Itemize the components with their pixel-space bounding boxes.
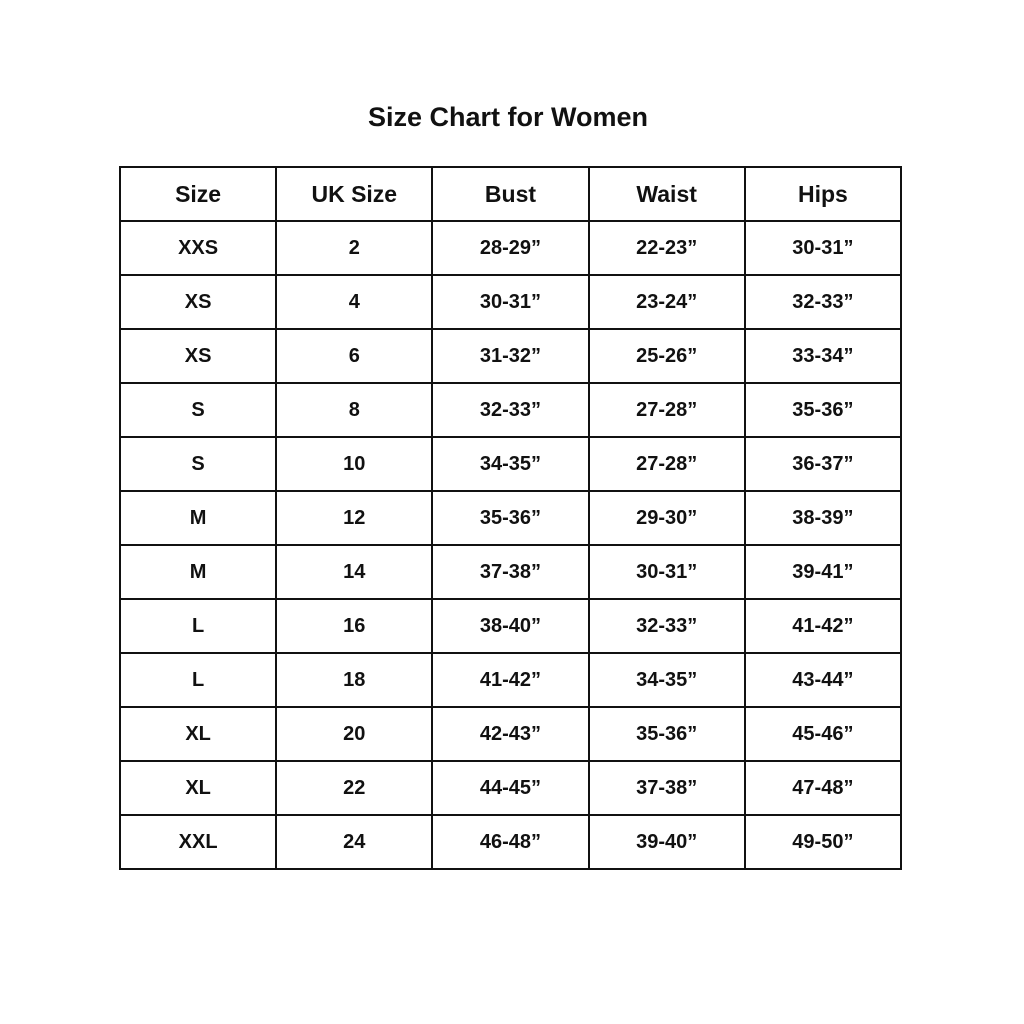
table-cell: 43-44” [743, 652, 903, 708]
column-header: Size [118, 166, 278, 222]
table-cell: XS [118, 328, 278, 384]
table-cell: 36-37” [743, 436, 903, 492]
table-row: XS 6 31-32” 25-26” 33-34” [118, 328, 903, 384]
table-header: Size UK Size Bust Waist Hips [118, 166, 903, 222]
table-cell: 16 [275, 598, 434, 654]
table-cell: XXL [118, 814, 278, 870]
table-cell: 22-23” [587, 220, 746, 276]
table-cell: 31-32” [431, 328, 590, 384]
table-row: L 16 38-40” 32-33” 41-42” [118, 598, 903, 654]
column-header: Bust [431, 166, 590, 222]
table-row: XXL 24 46-48” 39-40” 49-50” [118, 814, 903, 870]
table-cell: 34-35” [587, 652, 746, 708]
size-chart-table: Size UK Size Bust Waist Hips XXS 2 28-29” 22-23… [118, 166, 903, 870]
table-cell: S [118, 382, 278, 438]
table-row: M 12 35-36” 29-30” 38-39” [118, 490, 903, 546]
table-cell: 18 [275, 652, 434, 708]
table-row: XS 4 30-31” 23-24” 32-33” [118, 274, 903, 330]
table-cell: 37-38” [431, 544, 590, 600]
table-cell: 24 [275, 814, 434, 870]
table-cell: 10 [275, 436, 434, 492]
table-row: S 10 34-35” 27-28” 36-37” [118, 436, 903, 492]
table-cell: 27-28” [587, 436, 746, 492]
table-cell: XL [118, 706, 278, 762]
table-cell: 30-31” [431, 274, 590, 330]
table-cell: L [118, 598, 278, 654]
table-body: XXS 2 28-29” 22-23” 30-31” XS 4 30-31” 23-24” 32-… [118, 220, 903, 870]
table-cell: 20 [275, 706, 434, 762]
table-cell: 28-29” [431, 220, 590, 276]
table-cell: 6 [275, 328, 434, 384]
table-cell: 8 [275, 382, 434, 438]
table-cell: 39-41” [743, 544, 903, 600]
table-cell: 37-38” [587, 760, 746, 816]
table-cell: 42-43” [431, 706, 590, 762]
table-cell: 27-28” [587, 382, 746, 438]
table-cell: XXS [118, 220, 278, 276]
table-cell: 35-36” [743, 382, 903, 438]
table-row: S 8 32-33” 27-28” 35-36” [118, 382, 903, 438]
table-cell: 33-34” [743, 328, 903, 384]
table-cell: 14 [275, 544, 434, 600]
table-cell: 38-40” [431, 598, 590, 654]
table-cell: S [118, 436, 278, 492]
table-row: XL 20 42-43” 35-36” 45-46” [118, 706, 903, 762]
table-cell: 45-46” [743, 706, 903, 762]
table-row: L 18 41-42” 34-35” 43-44” [118, 652, 903, 708]
table-cell: M [118, 544, 278, 600]
table-cell: 35-36” [431, 490, 590, 546]
page-title: Size Chart for Women [367, 102, 649, 132]
table-row: M 14 37-38” 30-31” 39-41” [118, 544, 903, 600]
table-row: XXS 2 28-29” 22-23” 30-31” [118, 220, 903, 276]
table-cell: 2 [275, 220, 434, 276]
table-cell: 32-33” [743, 274, 903, 330]
table-cell: 35-36” [587, 706, 746, 762]
header-row: Size UK Size Bust Waist Hips [118, 166, 903, 222]
table-cell: 23-24” [587, 274, 746, 330]
table-cell: 49-50” [743, 814, 903, 870]
table-cell: 46-48” [431, 814, 590, 870]
table-row: XL 22 44-45” 37-38” 47-48” [118, 760, 903, 816]
table-cell: L [118, 652, 278, 708]
table-cell: 29-30” [587, 490, 746, 546]
table-cell: 32-33” [587, 598, 746, 654]
table-cell: 41-42” [431, 652, 590, 708]
table-cell: M [118, 490, 278, 546]
table-cell: 30-31” [743, 220, 903, 276]
table-cell: 44-45” [431, 760, 590, 816]
table-cell: 4 [275, 274, 434, 330]
table-cell: 38-39” [743, 490, 903, 546]
column-header: Waist [587, 166, 746, 222]
table-cell: 25-26” [587, 328, 746, 384]
column-header: Hips [743, 166, 903, 222]
table-cell: 30-31” [587, 544, 746, 600]
column-header: UK Size [275, 166, 434, 222]
table-cell: 34-35” [431, 436, 590, 492]
table-cell: 39-40” [587, 814, 746, 870]
table-cell: XS [118, 274, 278, 330]
table-cell: 22 [275, 760, 434, 816]
table-cell: 32-33” [431, 382, 590, 438]
table-cell: 12 [275, 490, 434, 546]
table-cell: 47-48” [743, 760, 903, 816]
table-cell: XL [118, 760, 278, 816]
table-cell: 41-42” [743, 598, 903, 654]
